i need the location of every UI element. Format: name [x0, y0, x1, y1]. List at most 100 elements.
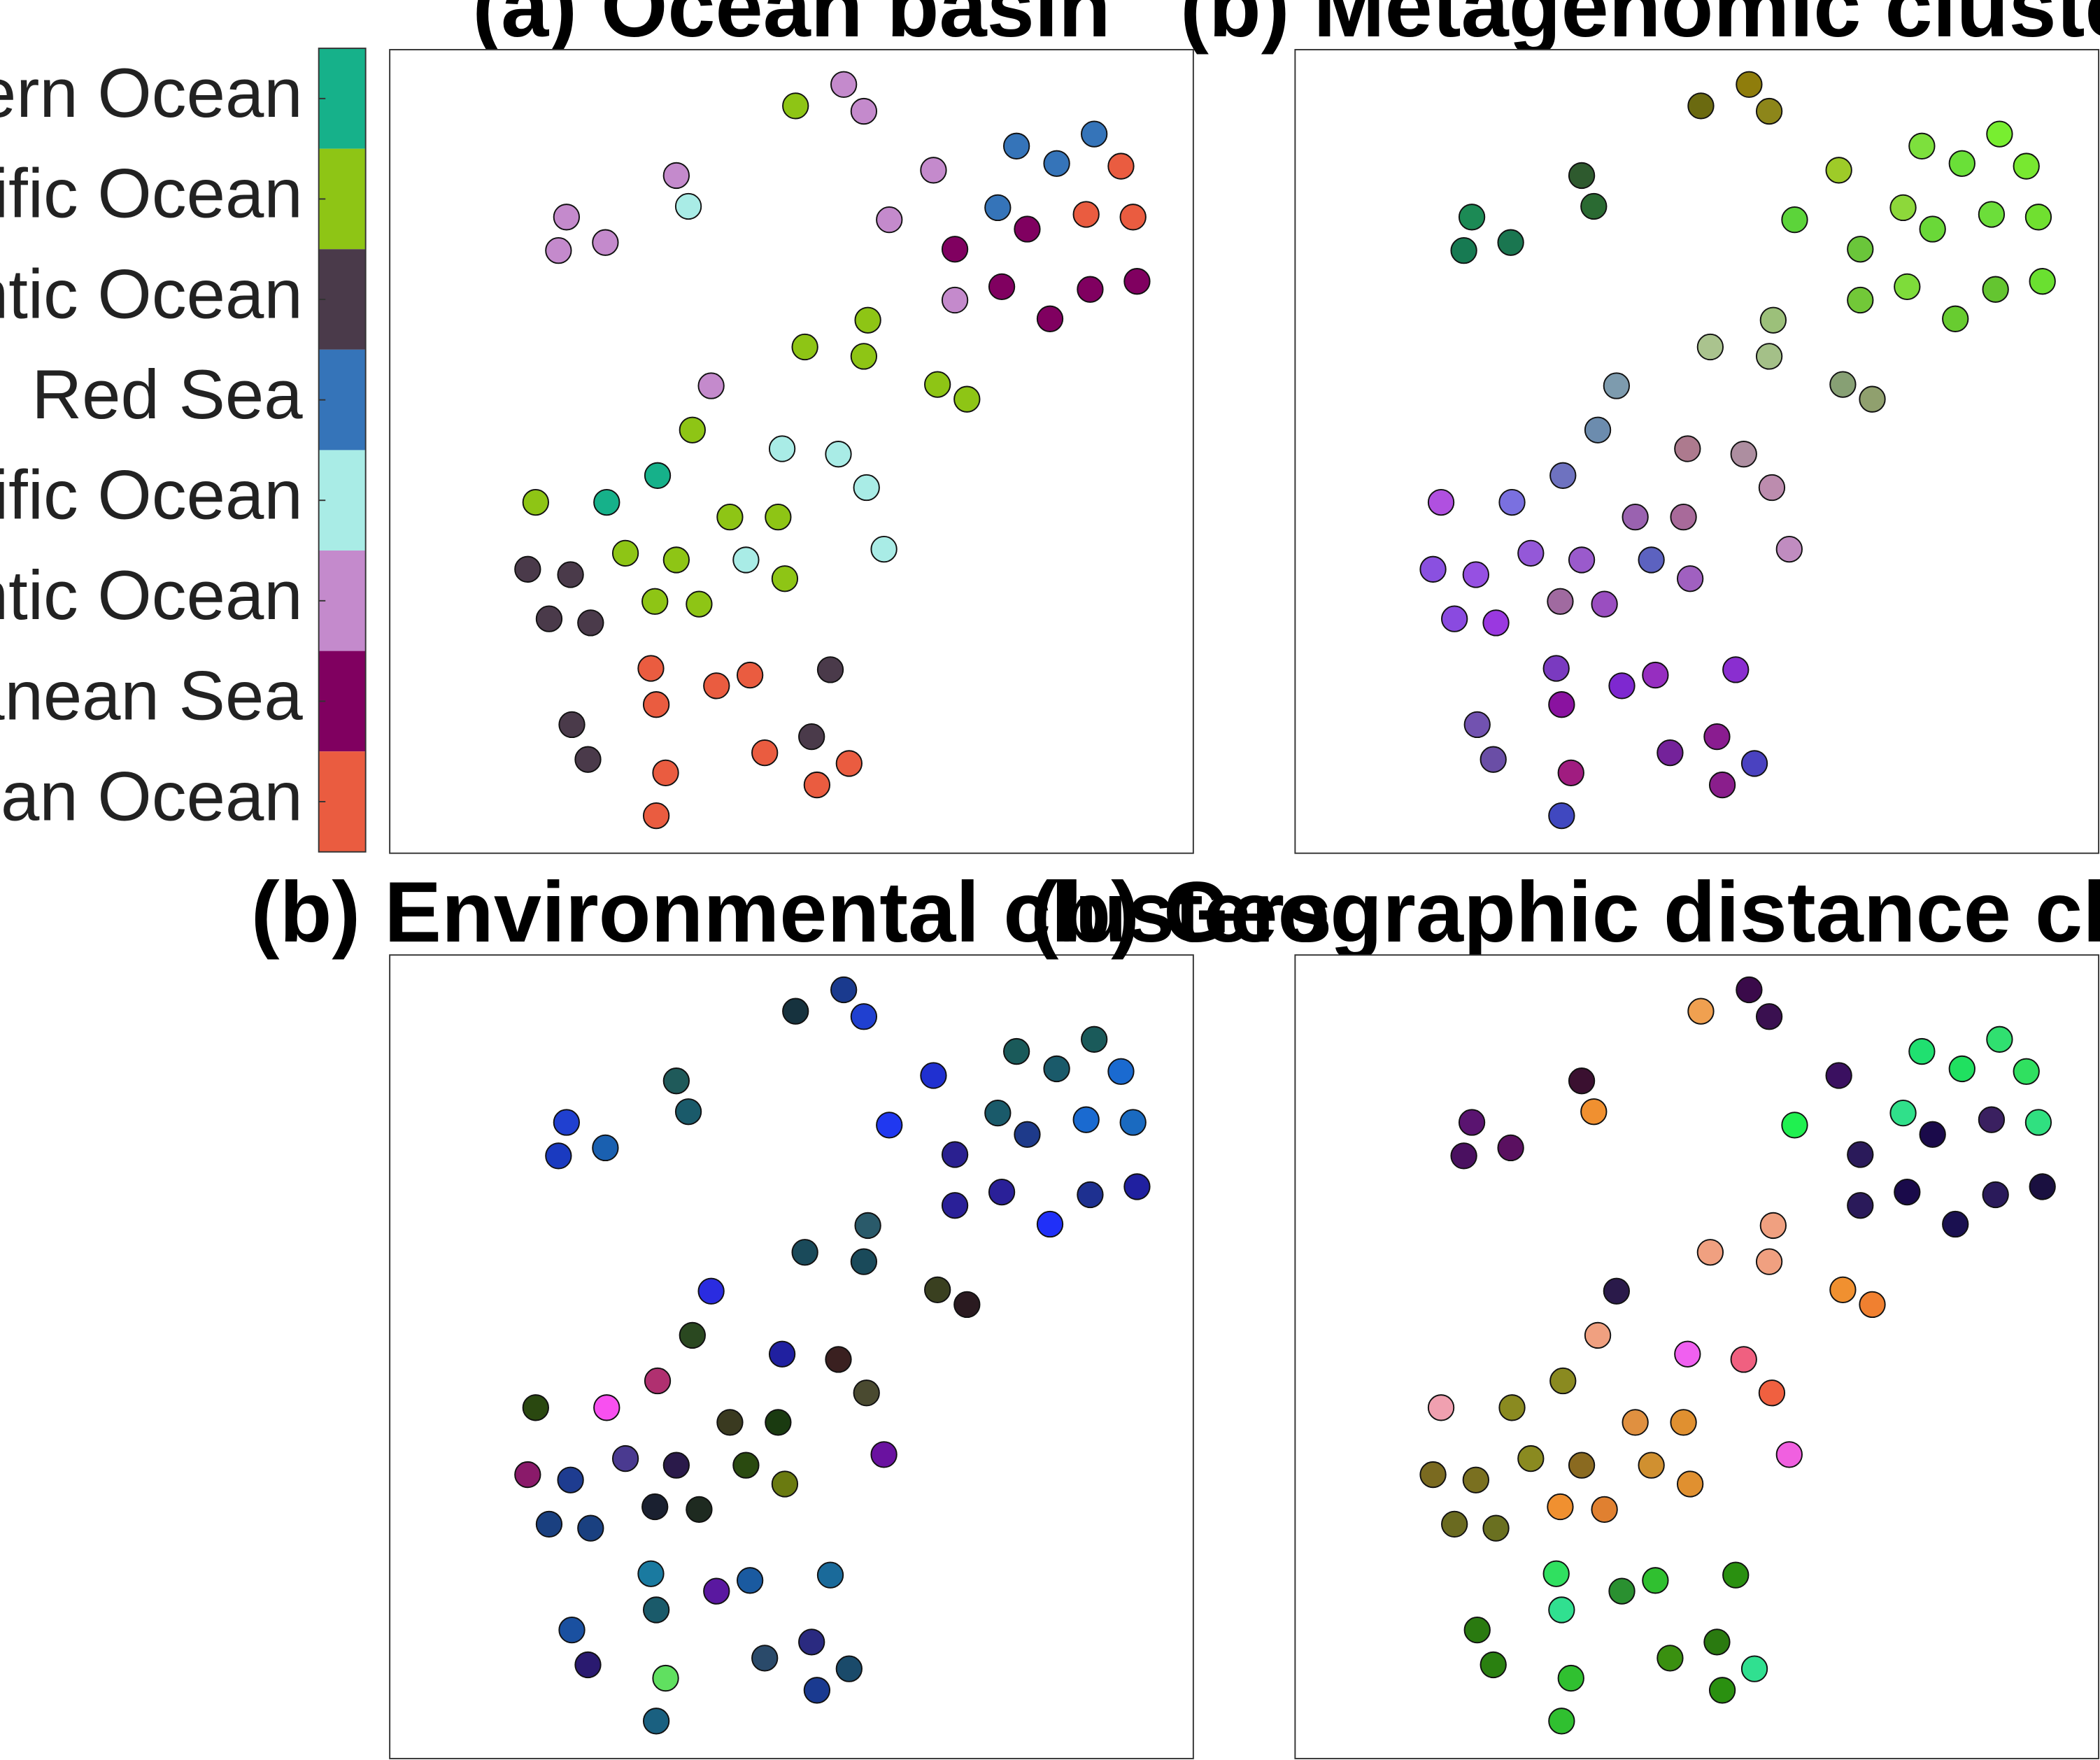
data-point — [662, 1067, 690, 1095]
data-point — [1462, 561, 1489, 588]
colorbar-label: North Atlantic Ocean — [0, 255, 303, 333]
data-point — [637, 655, 665, 682]
data-point — [1670, 504, 1697, 531]
data-point — [642, 1708, 670, 1735]
data-point — [1107, 152, 1135, 180]
data-point — [1584, 416, 1612, 443]
scatter-panel: (b) Geographic distance clusters — [1030, 864, 2100, 1759]
data-point — [1549, 1367, 1577, 1395]
data-point — [1547, 588, 1574, 615]
data-point — [1458, 204, 1486, 231]
colorbar-border — [318, 48, 367, 853]
data-point — [953, 385, 981, 413]
data-point — [1081, 120, 1108, 148]
data-point — [1755, 1003, 1783, 1030]
data-point — [1517, 1445, 1545, 1472]
data-point — [1002, 1037, 1030, 1065]
colorbar-segment — [318, 48, 366, 149]
data-point — [803, 771, 831, 799]
data-point — [1908, 132, 1936, 159]
data-point — [1829, 1276, 1857, 1303]
data-point — [611, 1445, 639, 1472]
data-point — [1498, 1394, 1526, 1421]
data-point — [850, 1003, 878, 1030]
data-point — [1755, 1248, 1783, 1275]
data-point — [557, 1466, 584, 1493]
data-point — [545, 237, 572, 264]
data-point — [1608, 672, 1636, 700]
colorbar-label: South Pacific Ocean — [0, 155, 303, 233]
scatter-panel: (b) Metagenomic clusters — [1180, 0, 2100, 854]
data-point — [1677, 565, 1704, 592]
data-point — [924, 1276, 951, 1303]
data-point — [1014, 1121, 1041, 1148]
data-point — [791, 1239, 818, 1266]
data-point — [1674, 435, 1701, 462]
data-point — [1441, 605, 1468, 632]
data-point — [679, 1321, 706, 1349]
data-point — [782, 92, 809, 120]
data-point — [1829, 371, 1857, 398]
data-point — [1568, 1452, 1596, 1479]
data-point — [697, 372, 725, 399]
data-point — [535, 605, 563, 632]
data-point — [941, 236, 969, 263]
data-point — [988, 273, 1016, 301]
data-point — [1081, 1026, 1108, 1053]
data-point — [835, 1655, 863, 1682]
data-point — [1781, 206, 1808, 234]
data-point — [870, 535, 898, 563]
colorbar-segment — [318, 349, 366, 450]
data-point — [1072, 1106, 1100, 1133]
data-point — [765, 1409, 792, 1436]
data-point — [514, 1461, 541, 1489]
colorbar-label: Red Sea — [31, 356, 303, 434]
data-point — [1825, 157, 1852, 184]
data-point — [1603, 1277, 1630, 1305]
data-point — [1591, 590, 1618, 618]
data-point — [679, 416, 706, 443]
data-point — [816, 1561, 844, 1589]
data-point — [1497, 229, 1524, 256]
data-point — [854, 306, 881, 334]
data-point — [1708, 1677, 1736, 1704]
data-point — [1919, 215, 1946, 243]
data-point — [1542, 655, 1570, 682]
data-point — [2029, 268, 2056, 295]
data-point — [825, 1346, 852, 1373]
data-point — [716, 504, 744, 531]
data-point — [853, 1379, 880, 1407]
data-point — [1580, 1098, 1608, 1126]
data-point — [1548, 1596, 1575, 1624]
data-point — [686, 590, 713, 618]
data-point — [1736, 71, 1763, 98]
data-point — [920, 157, 947, 184]
data-point — [662, 162, 690, 190]
data-point — [1986, 1026, 2013, 1053]
data-point — [1948, 150, 1975, 177]
data-point — [984, 194, 1012, 222]
data-point — [553, 204, 580, 231]
data-point — [1978, 201, 2006, 228]
data-point — [1568, 1067, 1596, 1095]
data-point — [920, 1062, 947, 1089]
data-point — [593, 1394, 620, 1421]
data-point — [1781, 1112, 1808, 1139]
data-point — [545, 1142, 572, 1170]
data-point — [593, 488, 620, 516]
data-point — [577, 1514, 604, 1542]
data-point — [1730, 1346, 1757, 1373]
data-point — [703, 672, 730, 700]
data-point — [2024, 1109, 2052, 1136]
data-point — [830, 71, 858, 98]
data-point — [1463, 711, 1491, 739]
data-point — [662, 546, 690, 574]
data-point — [1498, 488, 1526, 516]
data-point — [1482, 609, 1510, 637]
data-point — [1458, 1109, 1486, 1136]
data-point — [1622, 504, 1649, 531]
data-point — [1894, 273, 1921, 301]
data-point — [1942, 1210, 1969, 1238]
data-point — [1722, 1561, 1750, 1589]
data-point — [1119, 204, 1147, 231]
